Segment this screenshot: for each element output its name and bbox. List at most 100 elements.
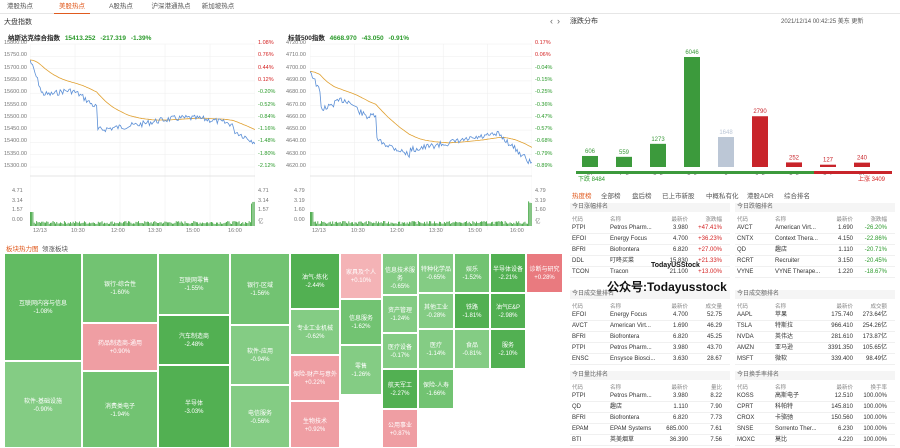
- heatmap-cell[interactable]: 家具及个人 +0.10%: [340, 253, 382, 299]
- volume-bar: [96, 223, 98, 226]
- heatmap-cell[interactable]: 生物技术 +0.92%: [290, 401, 340, 448]
- table-row[interactable]: AMZN 亚马逊 3391.350 105.65亿: [735, 343, 895, 354]
- table-cell: 7.56: [710, 437, 722, 443]
- table-row[interactable]: QD 趣店 1.110 7.90: [570, 402, 730, 413]
- table-row[interactable]: NVDA 英伟达 281.610 173.87亿: [735, 332, 895, 343]
- tab-sg[interactable]: 新加坡热点: [201, 3, 235, 10]
- table-row[interactable]: EFOI Energy Focus 4.700 52.75: [570, 310, 730, 321]
- heatmap-cell[interactable]: 航天军工 -2.27%: [382, 369, 418, 409]
- table-row[interactable]: PTPI Petros Pharm... 3.980 +47.41%: [570, 223, 730, 234]
- table-row[interactable]: CROX 卡骆驰 150.560 100.00%: [735, 413, 895, 424]
- tab-hk[interactable]: 港股热点: [7, 3, 33, 10]
- volume-bar: [145, 222, 147, 226]
- dist-title: 涨跌分布: [570, 18, 598, 25]
- chart2-plot[interactable]: [310, 40, 532, 236]
- heatmap-cell[interactable]: 医疗设备 -0.17%: [382, 333, 418, 369]
- tab-connect[interactable]: 沪深港通热点: [151, 3, 191, 10]
- table-row[interactable]: TSLA 特斯拉 966.410 254.26亿: [735, 321, 895, 332]
- heatmap-cell[interactable]: 资产管理 -1.24%: [382, 295, 418, 333]
- heatmap-cell[interactable]: 公用事业 +0.87%: [382, 409, 418, 448]
- table-row[interactable]: AAPL 苹果 175.740 273.64亿: [735, 310, 895, 321]
- heatmap-cell[interactable]: 汽车制造商 -2.48%: [158, 315, 230, 365]
- ranking-tab[interactable]: 已上市新股: [662, 193, 695, 200]
- table-row[interactable]: RCRT Recruiter 3.150 -20.45%: [735, 256, 895, 267]
- chart1-plot[interactable]: [30, 40, 255, 236]
- heatmap-cell[interactable]: 服务 -2.10%: [490, 329, 526, 369]
- table-row[interactable]: DDL 叮咚买菜 15.830 +21.33%: [570, 256, 730, 267]
- table-row[interactable]: KOSS 高斯电子 12.510 100.00%: [735, 391, 895, 402]
- table-row[interactable]: TCON Tracon 21.100 +13.00%: [570, 267, 730, 278]
- ranking-tab[interactable]: 全部榜: [601, 193, 621, 200]
- volume-bar: [223, 223, 225, 226]
- table-row[interactable]: SNSE Sorrento Ther... 6.230 100.00%: [735, 424, 895, 435]
- tab-leading-sectors[interactable]: 领涨板块: [42, 246, 68, 253]
- prev-arrow-icon[interactable]: ‹: [550, 16, 553, 26]
- heatmap-cell[interactable]: 银行-综合性 -1.60%: [82, 253, 158, 323]
- table-row[interactable]: MSFT 微软 339.400 98.49亿: [735, 354, 895, 365]
- next-arrow-icon[interactable]: ›: [557, 16, 560, 26]
- heatmap-cell[interactable]: 消费类电子 -1.94%: [82, 371, 158, 448]
- heatmap-cell[interactable]: 医疗 -1.14%: [418, 329, 454, 369]
- heatmap-cell[interactable]: 特种化学品 -0.65%: [418, 253, 454, 293]
- volume-bar: [161, 223, 163, 226]
- heatmap-cell[interactable]: 半导体设备 -2.21%: [490, 253, 526, 293]
- heatmap-cell[interactable]: 食品 -0.81%: [454, 329, 490, 369]
- table-row[interactable]: EFOI Energy Focus 4.700 +36.23%: [570, 234, 730, 245]
- heatmap-cell[interactable]: 诊断与研究 +0.28%: [526, 253, 563, 293]
- table-row[interactable]: EPAM EPAM Systems 685.000 7.61: [570, 424, 730, 435]
- heatmap-cell[interactable]: 半导体 -3.03%: [158, 365, 230, 448]
- ranking-tab[interactable]: 盘后榜: [632, 193, 652, 200]
- table-row[interactable]: VYNE VYNE Therape... 1.220 -18.67%: [735, 267, 895, 278]
- volume-bar: [92, 222, 94, 226]
- table-row[interactable]: CPRT 科帕特 145.810 100.00%: [735, 402, 895, 413]
- heatmap-cell[interactable]: 软件-基础设施 -0.90%: [4, 361, 82, 448]
- volume-bar: [440, 222, 442, 226]
- heatmap-cell[interactable]: 油气-炼化 -2.44%: [290, 253, 340, 309]
- tab-a[interactable]: A股热点: [109, 3, 133, 10]
- volume-bar: [404, 222, 406, 226]
- heatmap-cell[interactable]: 保险-财产与意外 +0.22%: [290, 355, 340, 401]
- volume-bar: [497, 221, 499, 226]
- cell-pct: -2.44%: [305, 283, 325, 289]
- cell-pct: -0.28%: [426, 313, 446, 319]
- volume-bar: [251, 203, 253, 226]
- table-header: 换手率: [870, 385, 887, 391]
- ranking-tab[interactable]: 中概私有化: [706, 193, 739, 200]
- table-row[interactable]: BFRI Biofrontera 6.820 7.73: [570, 413, 730, 424]
- table-cell: 3.630: [672, 356, 688, 362]
- heatmap-cell[interactable]: 油气E&P -2.98%: [490, 293, 526, 329]
- ranking-tab[interactable]: 热度榜: [572, 193, 592, 200]
- heatmap-cell[interactable]: 软件-应用 -0.94%: [230, 325, 290, 385]
- table-row[interactable]: BTI 英美烟草 36.390 7.56: [570, 435, 730, 446]
- heatmap-cell[interactable]: 互联网内容与信息 -1.08%: [4, 253, 82, 361]
- heatmap-cell[interactable]: 专业工业机械 -0.62%: [290, 309, 340, 355]
- table-row[interactable]: ENSC Ensysce Biosci... 3.630 28.67: [570, 354, 730, 365]
- table-row[interactable]: PTPI Petros Pharm... 3.980 43.70: [570, 343, 730, 354]
- table-row[interactable]: CNTX Context Thera... 4.150 -22.86%: [735, 234, 895, 245]
- heatmap-cell[interactable]: 信息服务 -1.62%: [340, 299, 382, 345]
- heatmap-cell[interactable]: 信息技术服务 -0.65%: [382, 253, 418, 295]
- heatmap-cell[interactable]: 娱乐 -1.52%: [454, 253, 490, 293]
- heatmap-cell[interactable]: 保险-人寿 -1.66%: [418, 369, 454, 409]
- heatmap-cell[interactable]: 银行-区域 -1.56%: [230, 253, 290, 325]
- heatmap-cell[interactable]: 互联网零售 -1.55%: [158, 253, 230, 315]
- heatmap-cell[interactable]: 电信服务 -0.56%: [230, 385, 290, 448]
- ranking-tab[interactable]: 港股ADR: [747, 193, 774, 200]
- volume-bar: [189, 223, 191, 226]
- ranking-tab[interactable]: 综合排名: [784, 193, 810, 200]
- table-row[interactable]: BFRI Biofrontera 6.820 +27.00%: [570, 245, 730, 256]
- tab-heatmap[interactable]: 板块热力图: [6, 246, 39, 253]
- heatmap-cell[interactable]: 零售 -1.26%: [340, 345, 382, 395]
- heatmap-cell[interactable]: 药品制造商-通用 +0.90%: [82, 323, 158, 371]
- heatmap-cell[interactable]: 铁路 -1.81%: [454, 293, 490, 329]
- table-cell: 4.150: [837, 236, 853, 242]
- heatmap-cell[interactable]: 其他工业 -0.28%: [418, 293, 454, 329]
- table-row[interactable]: BFRI Biofrontera 6.820 45.25: [570, 332, 730, 343]
- table-row[interactable]: PTPI Petros Pharm... 3.980 8.22: [570, 391, 730, 402]
- tab-us[interactable]: 美股热点: [54, 0, 90, 14]
- table-row[interactable]: QD 趣店 1.110 -20.71%: [735, 245, 895, 256]
- table-row[interactable]: AVCT American Virt... 1.690 46.29: [570, 321, 730, 332]
- table-row[interactable]: AVCT American Virt... 1.690 -26.20%: [735, 223, 895, 234]
- table-row[interactable]: MOXC 莫比 4.220 100.00%: [735, 435, 895, 446]
- cell-pct: -2.21%: [498, 275, 518, 281]
